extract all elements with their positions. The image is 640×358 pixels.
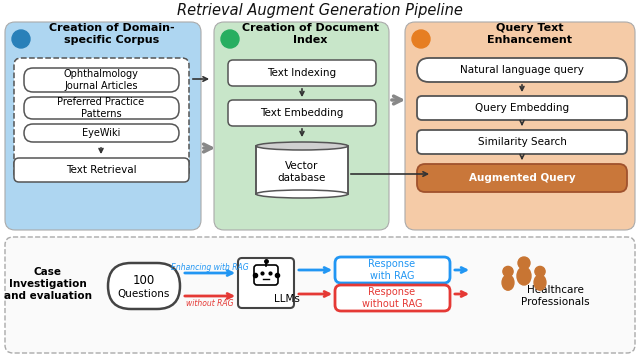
- Text: Query Embedding: Query Embedding: [475, 103, 569, 113]
- FancyBboxPatch shape: [417, 130, 627, 154]
- FancyBboxPatch shape: [417, 96, 627, 120]
- Ellipse shape: [256, 142, 348, 150]
- Text: Text Embedding: Text Embedding: [260, 108, 344, 118]
- FancyBboxPatch shape: [238, 258, 294, 308]
- Text: Query Text
Enhancement: Query Text Enhancement: [488, 23, 573, 45]
- FancyBboxPatch shape: [14, 58, 189, 180]
- Ellipse shape: [256, 190, 348, 198]
- Circle shape: [412, 30, 430, 48]
- Text: Similarity Search: Similarity Search: [477, 137, 566, 147]
- FancyBboxPatch shape: [24, 124, 179, 142]
- Circle shape: [503, 266, 513, 277]
- Text: LLMs: LLMs: [274, 294, 300, 304]
- FancyBboxPatch shape: [108, 263, 180, 309]
- Text: Case
Investigation
and evaluation: Case Investigation and evaluation: [4, 267, 92, 301]
- Text: Enhancing with RAG: Enhancing with RAG: [171, 263, 249, 272]
- FancyBboxPatch shape: [5, 237, 635, 353]
- Circle shape: [12, 30, 30, 48]
- FancyBboxPatch shape: [335, 257, 450, 283]
- Text: Ophthalmology
Journal Articles: Ophthalmology Journal Articles: [63, 69, 138, 91]
- Text: 2: 2: [227, 34, 234, 44]
- Text: 3: 3: [417, 34, 424, 44]
- Ellipse shape: [534, 275, 546, 290]
- Circle shape: [535, 266, 545, 277]
- Circle shape: [518, 257, 530, 269]
- Text: Augmented Query: Augmented Query: [468, 173, 575, 183]
- Text: Response
with RAG: Response with RAG: [369, 259, 415, 281]
- FancyBboxPatch shape: [214, 22, 389, 230]
- Text: EyeWiki: EyeWiki: [82, 128, 120, 138]
- Text: Vector
database: Vector database: [278, 161, 326, 183]
- FancyBboxPatch shape: [256, 146, 348, 194]
- FancyBboxPatch shape: [14, 158, 189, 182]
- Ellipse shape: [517, 267, 531, 285]
- FancyBboxPatch shape: [24, 97, 179, 119]
- FancyBboxPatch shape: [417, 164, 627, 192]
- Text: Retrieval Augment Generation Pipeline: Retrieval Augment Generation Pipeline: [177, 4, 463, 19]
- FancyBboxPatch shape: [228, 60, 376, 86]
- FancyBboxPatch shape: [24, 68, 179, 92]
- Circle shape: [221, 30, 239, 48]
- Text: Healthcare
Professionals: Healthcare Professionals: [521, 285, 589, 307]
- Text: Response
without RAG: Response without RAG: [362, 287, 422, 309]
- Text: Preferred Practice
Patterns: Preferred Practice Patterns: [58, 97, 145, 119]
- FancyBboxPatch shape: [335, 285, 450, 311]
- FancyBboxPatch shape: [254, 265, 278, 285]
- Text: Questions: Questions: [118, 289, 170, 299]
- Text: Creation of Domain-
specific Corpus: Creation of Domain- specific Corpus: [49, 23, 175, 45]
- FancyBboxPatch shape: [405, 22, 635, 230]
- Text: 100: 100: [133, 275, 155, 287]
- Text: 1: 1: [17, 34, 24, 44]
- FancyBboxPatch shape: [228, 100, 376, 126]
- Text: Text Retrieval: Text Retrieval: [66, 165, 136, 175]
- Text: Creation of Document
Index: Creation of Document Index: [241, 23, 378, 45]
- FancyBboxPatch shape: [417, 58, 627, 82]
- Text: Natural language query: Natural language query: [460, 65, 584, 75]
- Text: without RAG: without RAG: [186, 299, 234, 308]
- FancyBboxPatch shape: [5, 22, 201, 230]
- Text: Text Indexing: Text Indexing: [268, 68, 337, 78]
- Ellipse shape: [502, 275, 514, 290]
